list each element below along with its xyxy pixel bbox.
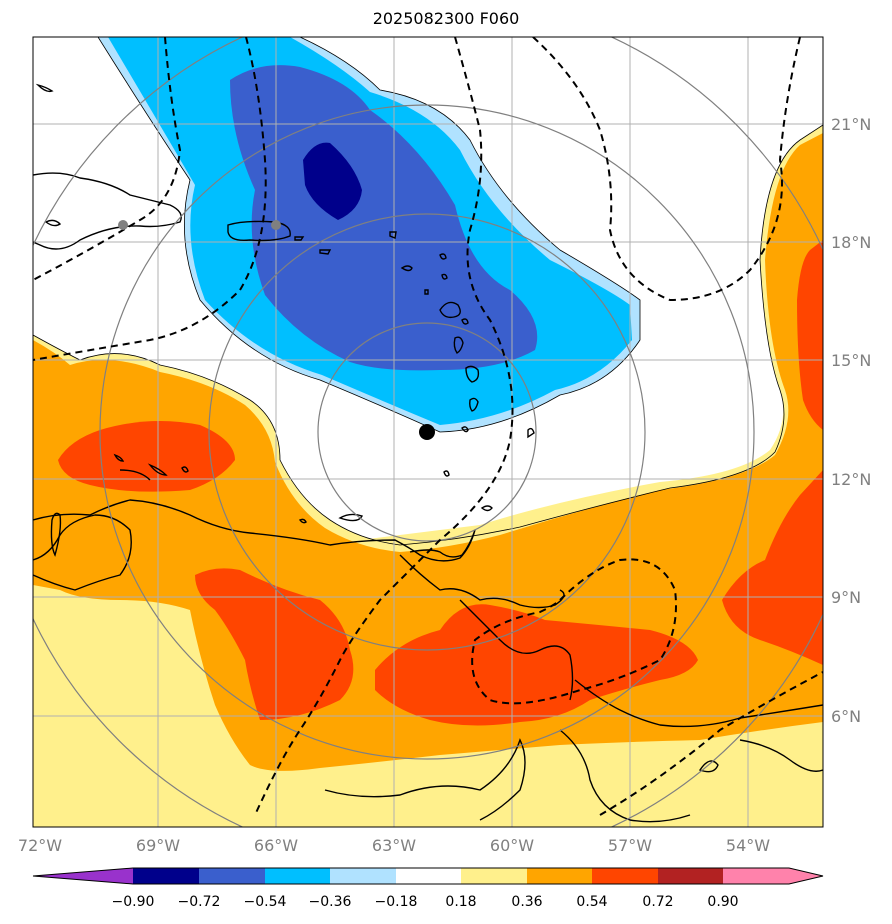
colorbar-tick-2: −0.72 <box>178 894 221 910</box>
lat-label-21n: 21°N <box>831 115 871 134</box>
lat-label-9n: 9°N <box>831 588 861 607</box>
colorbar-tick-10: 0.90 <box>707 894 738 910</box>
negative-anomaly-extreme <box>303 142 362 220</box>
range-rings <box>33 37 823 827</box>
colorbar-tick-3: −0.54 <box>244 894 287 910</box>
colorbar-tick-4: −0.36 <box>309 894 352 910</box>
colorbar-tick-7: 0.36 <box>511 894 542 910</box>
colorbar-tick-6: 0.18 <box>445 894 476 910</box>
map-title: 2025082300 F060 <box>372 9 520 28</box>
graticule <box>33 37 823 827</box>
lon-label-63w: 63°W <box>372 836 416 855</box>
colorbar-tick-1: −0.90 <box>112 894 155 910</box>
positive-anomaly-red-south <box>195 568 354 720</box>
hispaniola-marker <box>118 220 128 230</box>
lon-labels: 72°W 69°W 66°W 63°W 60°W 57°W 54°W <box>18 836 770 855</box>
colorbar-tick-5: −0.18 <box>375 894 418 910</box>
map-frame <box>32 36 824 828</box>
lon-label-72w: 72°W <box>18 836 62 855</box>
lat-label-15n: 15°N <box>831 351 871 370</box>
dashed-contours <box>33 37 823 816</box>
lat-label-12n: 12°N <box>831 470 871 489</box>
colorbar-min-extend <box>33 868 133 884</box>
map-plot-area <box>33 37 823 827</box>
positive-anomaly-red-southeast <box>722 470 823 665</box>
colorbar-bin-2 <box>199 868 265 884</box>
colorbar-tick-9: 0.72 <box>642 894 673 910</box>
lon-label-57w: 57°W <box>608 836 652 855</box>
lon-label-66w: 66°W <box>254 836 298 855</box>
colorbar-max-extend <box>789 868 823 884</box>
lon-label-60w: 60°W <box>490 836 534 855</box>
puerto-rico-marker <box>271 220 281 230</box>
colorbar-bin-7 <box>527 868 592 884</box>
colorbar-bin-8 <box>592 868 658 884</box>
colorbar-bin-4 <box>330 868 396 884</box>
positive-anomaly-red-east <box>797 240 823 430</box>
lat-label-6n: 6°N <box>831 707 861 726</box>
colorbar-bin-5 <box>396 868 461 884</box>
colorbar-bin-9 <box>658 868 723 884</box>
colorbar <box>32 867 824 885</box>
lon-label-54w: 54°W <box>726 836 770 855</box>
positive-anomaly-red-central <box>375 604 698 726</box>
colorbar-bin-6 <box>461 868 527 884</box>
colorbar-ticks: −0.90 −0.72 −0.54 −0.36 −0.18 0.18 0.36 … <box>112 894 739 910</box>
lat-labels: 21°N 18°N 15°N 12°N 9°N 6°N <box>831 115 871 726</box>
colorbar-bin-3 <box>265 868 330 884</box>
colorbar-tick-8: 0.54 <box>576 894 607 910</box>
colorbar-bin-1 <box>133 868 199 884</box>
storm-center-marker <box>419 424 435 440</box>
coastlines <box>33 83 823 823</box>
lon-label-69w: 69°W <box>136 836 180 855</box>
lat-label-18n: 18°N <box>831 233 871 252</box>
colorbar-bin-10 <box>723 868 789 884</box>
